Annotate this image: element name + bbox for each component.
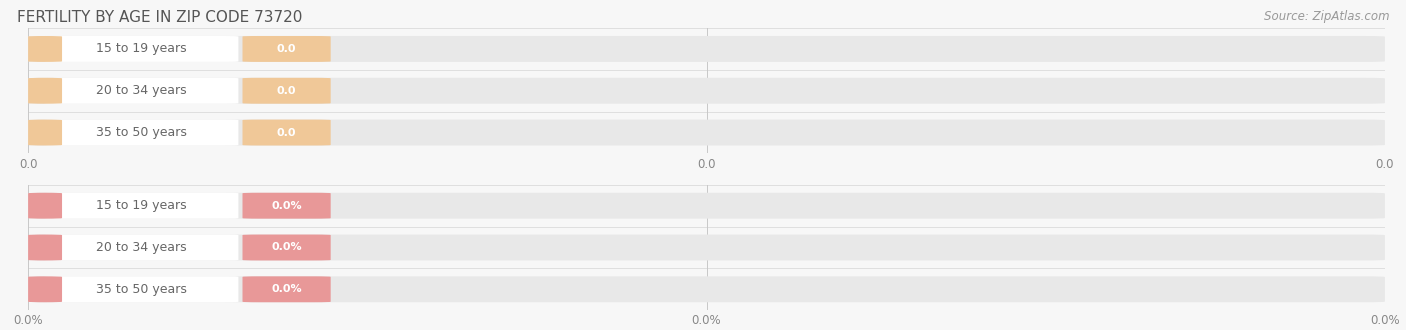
FancyBboxPatch shape bbox=[28, 235, 1385, 260]
Text: 0.0%: 0.0% bbox=[271, 243, 302, 252]
FancyBboxPatch shape bbox=[45, 78, 239, 104]
Text: Source: ZipAtlas.com: Source: ZipAtlas.com bbox=[1264, 10, 1389, 23]
FancyBboxPatch shape bbox=[28, 193, 62, 219]
FancyBboxPatch shape bbox=[28, 276, 1385, 302]
Text: 0.0: 0.0 bbox=[277, 44, 297, 54]
FancyBboxPatch shape bbox=[28, 78, 62, 104]
FancyBboxPatch shape bbox=[242, 235, 330, 260]
Text: 20 to 34 years: 20 to 34 years bbox=[96, 84, 187, 97]
FancyBboxPatch shape bbox=[28, 119, 62, 146]
Text: 35 to 50 years: 35 to 50 years bbox=[96, 126, 187, 139]
Text: 0.0: 0.0 bbox=[277, 128, 297, 138]
FancyBboxPatch shape bbox=[45, 119, 239, 146]
Text: 15 to 19 years: 15 to 19 years bbox=[96, 199, 187, 212]
FancyBboxPatch shape bbox=[28, 276, 62, 302]
FancyBboxPatch shape bbox=[28, 235, 62, 260]
FancyBboxPatch shape bbox=[45, 276, 239, 302]
FancyBboxPatch shape bbox=[28, 36, 62, 62]
FancyBboxPatch shape bbox=[28, 119, 1385, 146]
Text: 0.0%: 0.0% bbox=[271, 201, 302, 211]
Text: FERTILITY BY AGE IN ZIP CODE 73720: FERTILITY BY AGE IN ZIP CODE 73720 bbox=[17, 10, 302, 25]
FancyBboxPatch shape bbox=[242, 119, 330, 146]
FancyBboxPatch shape bbox=[28, 193, 1385, 219]
Text: 20 to 34 years: 20 to 34 years bbox=[96, 241, 187, 254]
Text: 15 to 19 years: 15 to 19 years bbox=[96, 43, 187, 55]
FancyBboxPatch shape bbox=[242, 193, 330, 219]
FancyBboxPatch shape bbox=[45, 36, 239, 62]
FancyBboxPatch shape bbox=[242, 276, 330, 302]
FancyBboxPatch shape bbox=[242, 78, 330, 104]
FancyBboxPatch shape bbox=[28, 78, 1385, 104]
Text: 0.0%: 0.0% bbox=[271, 284, 302, 294]
Text: 0.0: 0.0 bbox=[277, 86, 297, 96]
Text: 35 to 50 years: 35 to 50 years bbox=[96, 283, 187, 296]
FancyBboxPatch shape bbox=[45, 193, 239, 219]
FancyBboxPatch shape bbox=[242, 36, 330, 62]
FancyBboxPatch shape bbox=[28, 36, 1385, 62]
FancyBboxPatch shape bbox=[45, 235, 239, 260]
